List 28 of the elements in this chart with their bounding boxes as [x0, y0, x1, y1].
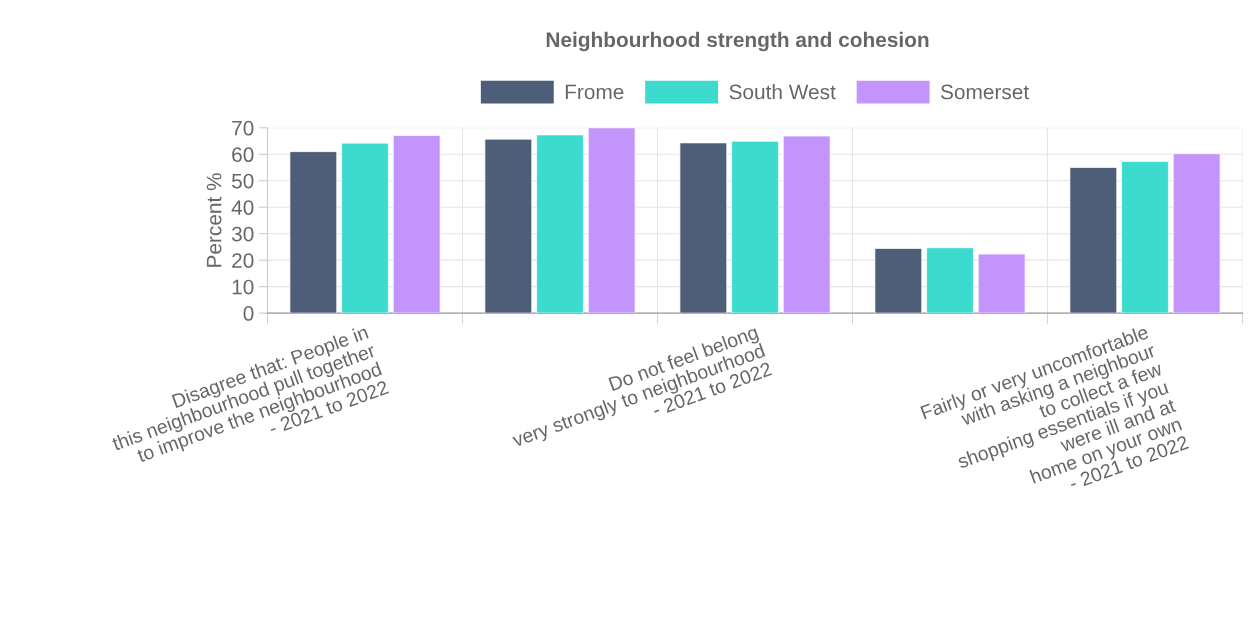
bar: [587, 127, 636, 314]
bar: [874, 248, 923, 314]
y-tick-label: 60: [232, 147, 254, 163]
y-tick-label: 40: [231, 200, 254, 215]
y-axis-title: Percent %: [206, 173, 222, 267]
bar: [926, 247, 974, 314]
y-tick-label: 20: [232, 253, 254, 268]
bar: [341, 142, 389, 314]
bar: [289, 151, 338, 314]
bar: [484, 138, 533, 314]
chart-title: Neighbourhood strength and cohesion: [546, 31, 929, 52]
y-tick-label: 30: [231, 226, 254, 242]
bar: [536, 134, 584, 314]
bar: [392, 135, 441, 314]
bar: [731, 140, 779, 314]
y-tick-label: 10: [232, 279, 254, 295]
y-tick-label: 50: [231, 173, 254, 189]
bar: [1121, 161, 1169, 314]
legend-label: Frome: [565, 84, 624, 100]
y-tick-label: 70: [232, 120, 254, 136]
bar: [782, 135, 831, 314]
bar: [977, 253, 1026, 314]
legend-label: South West: [729, 84, 836, 100]
y-tick-label: 0: [243, 306, 254, 321]
legend-label: Somerset: [940, 84, 1030, 100]
bar: [679, 142, 728, 314]
bar: [1069, 167, 1118, 314]
bar: [1172, 153, 1221, 314]
